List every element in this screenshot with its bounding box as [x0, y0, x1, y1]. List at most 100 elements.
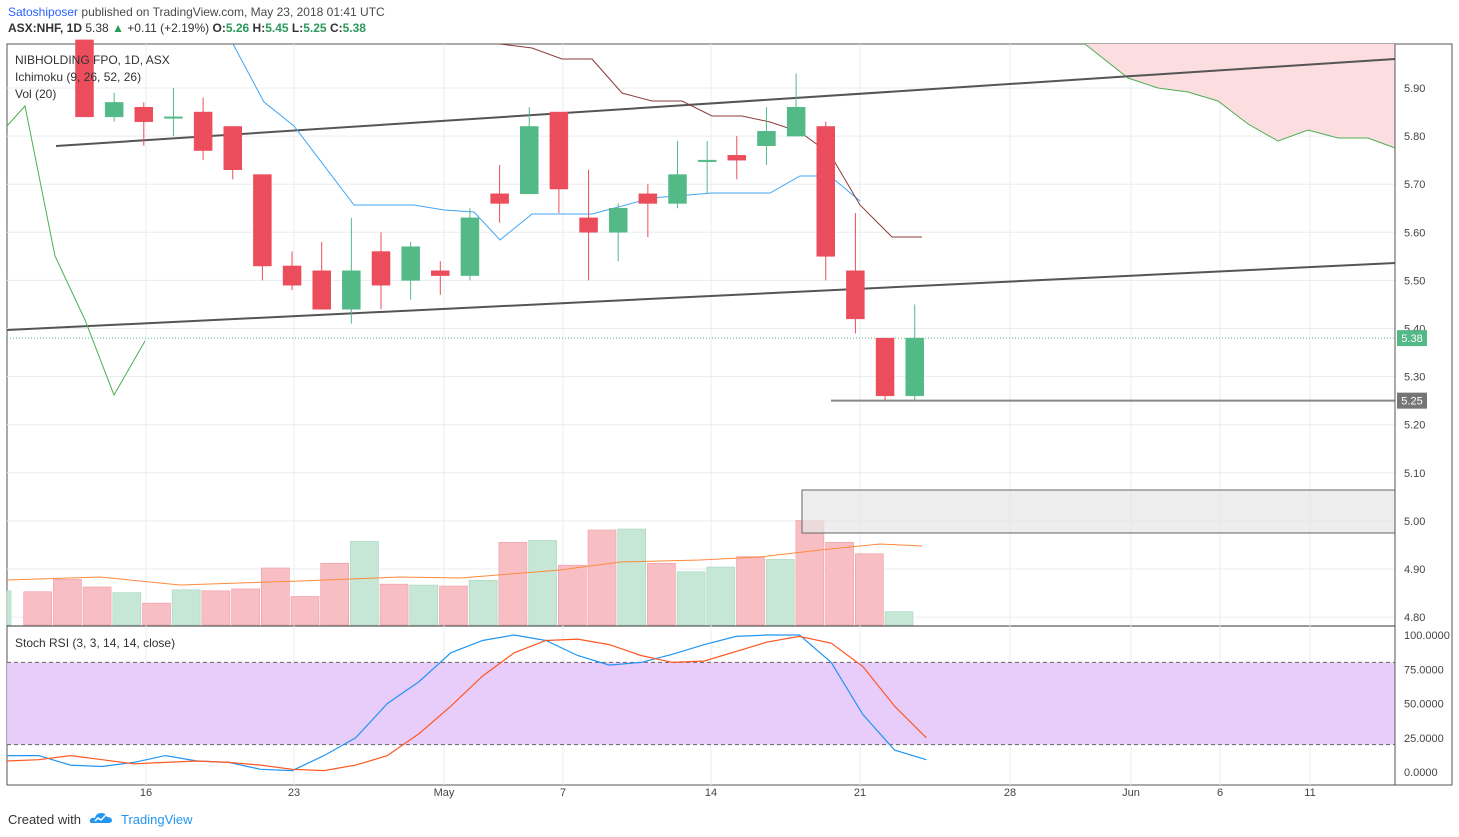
tradingview-logo-icon[interactable]: [89, 811, 113, 828]
candle-body: [253, 174, 272, 267]
candle-body: [579, 217, 598, 233]
published-header: Satoshiposer published on TradingView.co…: [8, 4, 385, 20]
candle-body: [342, 270, 361, 310]
stoch-tick-label: 100.0000: [1404, 630, 1450, 642]
volume-bar: [350, 541, 379, 626]
legend-stoch: Stoch RSI (3, 3, 14, 14, close): [15, 636, 175, 650]
close-label: C:: [329, 21, 343, 35]
low-value: 5.25: [303, 21, 327, 35]
grid-lines: [6, 43, 1396, 786]
candle-body: [757, 131, 776, 146]
x-tick-label: 28: [1004, 787, 1016, 799]
volume-bar: [171, 589, 201, 626]
volume-bar: [854, 553, 884, 626]
volume-bar: [676, 571, 706, 626]
volume-bar: [765, 559, 795, 626]
open-label: O:: [212, 21, 226, 35]
x-tick-label: 16: [140, 787, 152, 799]
y-tick-label: 5.90: [1404, 83, 1425, 95]
price-axis: [1394, 43, 1453, 786]
candle-body: [193, 111, 213, 151]
stoch-rsi-panel: [6, 634, 1395, 772]
volume-bar: [706, 566, 736, 626]
y-tick-label: 4.80: [1404, 612, 1425, 624]
symbol-label: ASX:NHF, 1D: [8, 21, 83, 35]
legend-title: NIBHOLDING FPO, 1D, ASX: [15, 53, 170, 67]
low-price-badge: [1397, 392, 1427, 409]
candle-body: [75, 39, 94, 118]
chikou-span-line: [6, 104, 146, 397]
candle-body: [520, 126, 539, 195]
legend-ichimoku: Ichimoku (9, 26, 52, 26): [15, 70, 141, 84]
lower-trendline: [6, 262, 1396, 331]
candle-body: [164, 116, 183, 119]
volume-bars: [6, 520, 923, 626]
candle-body: [549, 111, 569, 190]
highlight-box: [801, 489, 1396, 534]
volume-bar: [795, 520, 825, 626]
y-tick-label: 5.10: [1404, 468, 1425, 480]
x-tick-label: 21: [854, 787, 866, 799]
y-tick-label: 5.30: [1404, 372, 1425, 384]
upper-trendline: [55, 58, 1396, 147]
y-tick-label: 5.00: [1404, 516, 1425, 528]
stoch-tick-label: 25.0000: [1404, 733, 1444, 745]
candle-body: [786, 106, 806, 137]
volume-bar: [82, 586, 112, 626]
candlesticks: [75, 39, 924, 401]
candle-body: [104, 102, 124, 118]
volume-bar: [6, 590, 12, 626]
change-arrow-icon: ▲: [112, 21, 124, 35]
volume-bar: [112, 592, 142, 626]
ohlc-readout: ASX:NHF, 1D 5.38 ▲ +0.11 (+2.19%) O:5.26…: [8, 21, 366, 35]
x-tick-label: 6: [1217, 787, 1223, 799]
candle-body: [727, 155, 747, 161]
candle-body: [490, 193, 509, 204]
ichimoku-cloud: [1084, 43, 1396, 149]
volume-bar: [884, 611, 914, 626]
y-tick-label: 5.20: [1404, 420, 1425, 432]
candle-body: [846, 270, 865, 320]
volume-bar: [528, 540, 557, 626]
tradingview-brand[interactable]: TradingView: [120, 812, 193, 827]
senkou-span-b-line: [1084, 43, 1396, 149]
published-info: published on TradingView.com, May 23, 20…: [81, 5, 385, 19]
legend-vol: Vol (20): [15, 87, 56, 101]
x-tick-label: 11: [1304, 787, 1315, 799]
axes: 16 23 May 7 14 21 28 Jun 6 11 5.90 5.80 5.70 5.60 5.50…: [140, 43, 1453, 799]
high-label: H:: [252, 21, 266, 35]
change-value: +0.11 (+2.19%): [127, 21, 210, 35]
x-tick-label: 23: [288, 787, 300, 799]
volume-bar: [231, 588, 260, 626]
x-tick-label: 7: [560, 787, 566, 799]
stoch-k-line: [7, 634, 927, 772]
volume-bar: [409, 584, 439, 626]
candle-body: [312, 270, 331, 310]
last-price-badge: [1397, 330, 1427, 347]
x-tick-label: Jun: [1122, 787, 1140, 799]
open-value: 5.26: [225, 21, 250, 35]
low-label: L:: [291, 21, 304, 35]
candle-body: [460, 217, 480, 276]
kumo-cloud: [1085, 44, 1395, 148]
volume-bar: [260, 567, 290, 626]
volume-bar: [439, 585, 468, 626]
stoch-d-line: [6, 635, 927, 772]
stoch-tick-label: 75.0000: [1404, 664, 1444, 676]
author-link[interactable]: Satoshiposer: [8, 5, 79, 19]
volume-bar: [201, 590, 231, 626]
high-value: 5.45: [265, 21, 289, 35]
volume-bar: [617, 528, 647, 626]
volume-bar: [142, 602, 171, 626]
candle-body: [371, 251, 391, 286]
candle-body: [697, 159, 717, 162]
candle-body: [905, 337, 924, 397]
volume-bar: [498, 542, 528, 626]
x-tick-label: 14: [705, 787, 717, 799]
chart-legend: NIBHOLDING FPO, 1D, ASX Ichimoku (9, 26,…: [15, 53, 175, 650]
candle-body: [282, 265, 302, 286]
volume-bar: [290, 596, 320, 626]
volume-bar: [647, 562, 676, 626]
footer: Created with TradingView: [8, 811, 193, 828]
